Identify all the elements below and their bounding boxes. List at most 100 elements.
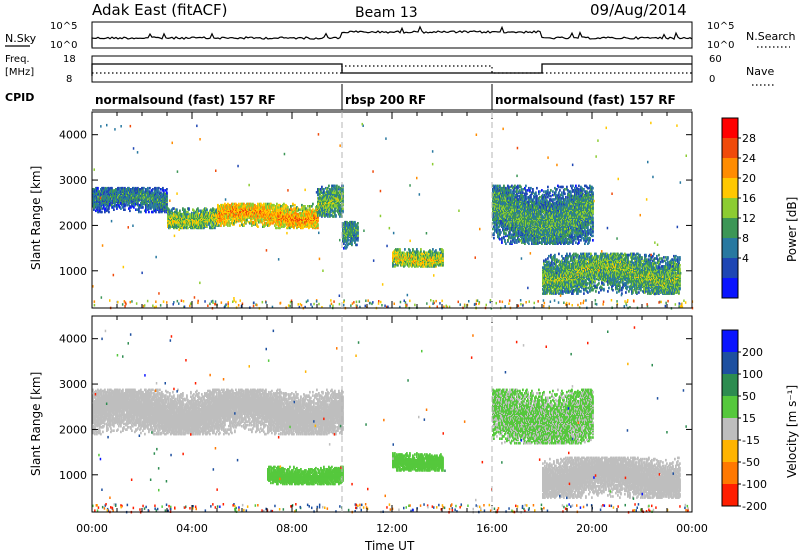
power-cell-3523: [345, 225, 347, 228]
cpid-segment-label-3: normalsound (fast) 157 RF: [495, 93, 676, 107]
power-cell-2233: [263, 224, 265, 227]
power-cell-671: [142, 206, 144, 209]
power-cell-3760: [397, 252, 399, 256]
power-cell-1878: [235, 202, 237, 206]
power-cell-4838: [511, 241, 513, 244]
power-cell-2989: [317, 223, 319, 226]
power-cell-1040: [168, 224, 170, 227]
power-cell-3836: [405, 260, 407, 264]
power-cell-1836: [232, 208, 234, 211]
power-cell-3477: [343, 247, 345, 250]
power-cell-2715: [296, 206, 298, 209]
power-cell-637: [139, 194, 141, 198]
power-cell-3270: [332, 215, 334, 218]
power-cell-3929: [413, 251, 415, 255]
power-cell-3763: [397, 248, 399, 251]
power-cell-1039: [168, 226, 170, 230]
power-cell-160: [103, 203, 105, 207]
power-cell-421: [123, 202, 125, 206]
power-cell-175: [104, 208, 106, 211]
power-cell-959: [162, 198, 164, 201]
power-cell-4094: [429, 252, 431, 256]
power-cell-776: [149, 190, 151, 193]
power-cell-1893: [236, 203, 238, 207]
power-cell-2924: [312, 224, 314, 227]
power-cell-1774: [227, 202, 229, 206]
power-cell-646: [140, 201, 142, 205]
power-cell-3342: [335, 194, 337, 198]
power-cell-601: [137, 208, 139, 211]
power-cell-928: [160, 198, 162, 201]
power-cell-1407: [199, 226, 201, 230]
power-cell-2051: [249, 216, 251, 219]
power-cell-3916: [412, 251, 414, 255]
power-cell-3168: [326, 207, 328, 210]
power-cell-316: [115, 203, 117, 207]
power-cell-1511: [207, 214, 209, 217]
power-cell-2474: [279, 214, 281, 217]
power-cell-143: [101, 189, 103, 192]
power-cell-682: [142, 190, 144, 193]
power-cell-1098: [173, 226, 175, 230]
power-cell-2258: [264, 206, 266, 209]
power-cell-3106: [322, 188, 324, 191]
power-cell-3525: [345, 220, 347, 224]
power-cell-1520: [208, 215, 210, 218]
power-cell-3443: [341, 186, 343, 190]
power-cell-2418: [275, 207, 277, 210]
power-cell-3828: [404, 262, 406, 266]
power-cell-638: [139, 192, 141, 196]
power-cell-2658: [292, 202, 294, 206]
power-cell-4133: [433, 256, 435, 259]
power-cell-1061: [169, 215, 171, 218]
power-cell-1979: [243, 223, 245, 226]
power-cell-3816: [403, 265, 405, 268]
power-cell-1821: [231, 209, 233, 213]
power-cell-3271: [332, 211, 334, 215]
power-cell-3953: [416, 261, 418, 265]
power-cell-77: [97, 207, 99, 210]
power-cell-3397: [339, 209, 341, 213]
power-cell-680: [142, 193, 144, 197]
power-cell-2038: [247, 205, 249, 208]
power-cell-281: [112, 206, 114, 209]
power-cell-4081: [428, 252, 430, 256]
power-cell-2921: [311, 205, 313, 208]
power-cell-1964: [242, 224, 244, 227]
power-cell-551: [133, 206, 135, 209]
power-cell-1827: [232, 222, 234, 225]
power-cell-2180: [258, 203, 260, 207]
power-cell-823: [153, 198, 155, 201]
power-cell-1636: [217, 203, 219, 207]
power-cell-658: [141, 201, 143, 205]
power-cell-3399: [339, 203, 341, 207]
power-cell-804: [152, 203, 154, 207]
power-cell-2360: [271, 210, 273, 214]
power-cell-3230: [329, 191, 331, 194]
power-cell-3493: [344, 240, 346, 243]
power-cell-2887: [309, 215, 311, 218]
power-cell-633: [139, 203, 141, 207]
power-cell-1349: [194, 225, 196, 228]
power-cell-3661: [354, 220, 356, 224]
power-cell-3942: [415, 265, 417, 268]
power-cell-500: [129, 198, 131, 201]
power-cell-775: [149, 192, 151, 196]
power-cell-2404: [274, 208, 276, 211]
power-cell-3193: [327, 193, 329, 197]
power-cell-61: [96, 205, 98, 208]
power-cell-3554: [347, 224, 349, 227]
power-cell-2116: [253, 203, 255, 207]
power-cell-3889: [410, 264, 412, 267]
power-cell-1810: [230, 206, 232, 209]
power-cell-2852: [306, 209, 308, 213]
power-cell-848: [155, 206, 157, 209]
power-cell-2220: [261, 203, 263, 207]
power-cell-467: [127, 203, 129, 207]
power-cell-2049: [248, 202, 250, 206]
power-cell-577: [134, 188, 136, 191]
power-cell-816: [153, 209, 155, 213]
power-cell-2837: [305, 210, 307, 214]
power-cell-1035: [167, 214, 169, 217]
